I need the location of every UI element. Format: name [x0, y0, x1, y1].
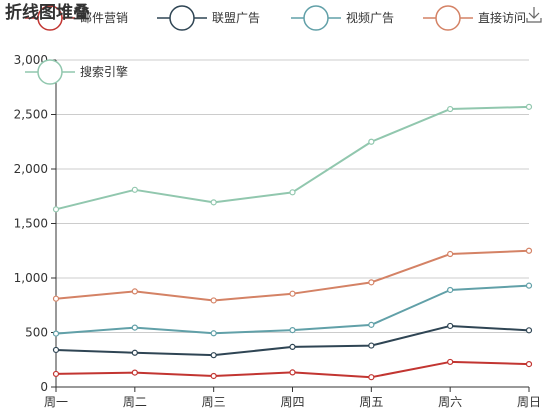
data-point — [131, 186, 138, 193]
data-point — [525, 247, 533, 254]
legend-marker — [169, 5, 195, 31]
y-tick-label: 0 — [40, 380, 48, 394]
legend-marker — [303, 5, 329, 31]
data-point — [52, 346, 60, 354]
legend-label: 直接访问 — [478, 10, 526, 25]
legend-label: 搜索引擎 — [80, 64, 128, 79]
data-point — [210, 297, 217, 304]
data-point — [131, 324, 138, 331]
data-point — [525, 327, 533, 334]
legend-marker — [37, 5, 63, 31]
data-point — [289, 327, 296, 334]
x-tick-label: 周二 — [123, 395, 147, 409]
chart-title: 折线图堆叠 — [5, 2, 90, 23]
data-point — [289, 369, 296, 376]
download-icon[interactable] — [526, 7, 542, 23]
data-point — [368, 321, 375, 328]
data-point — [210, 199, 217, 206]
x-tick-label: 周六 — [438, 395, 462, 409]
data-point — [210, 372, 217, 380]
y-tick-label: 2,000 — [14, 162, 48, 176]
data-point — [131, 349, 138, 356]
series-lines — [52, 103, 533, 381]
x-tick-label: 周五 — [359, 395, 383, 409]
y-tick-label: 1,500 — [14, 217, 48, 231]
x-tick-label: 周日 — [517, 395, 541, 409]
legend-item[interactable]: 直接访问 — [423, 5, 526, 31]
data-point — [525, 361, 533, 368]
data-point — [368, 138, 375, 145]
data-point — [131, 369, 138, 376]
data-point — [289, 290, 296, 297]
data-point — [210, 330, 217, 337]
data-point — [52, 295, 60, 302]
data-point — [52, 370, 60, 378]
legend-label: 视频广告 — [346, 10, 394, 25]
legend-item[interactable]: 邮件营销 — [25, 5, 128, 31]
legend-item[interactable]: 联盟广告 — [157, 5, 260, 31]
data-point — [447, 250, 454, 258]
data-point — [52, 330, 60, 337]
legend-item[interactable]: 搜索引擎 — [25, 59, 128, 85]
legend-marker — [435, 5, 461, 31]
data-point — [447, 322, 454, 330]
data-point — [447, 358, 454, 366]
grid-lines — [56, 59, 529, 333]
axes: 0 500 1,000 1,500 2,000 2,500 3,000 周一 周二 周三 周四 周五 周… — [14, 53, 541, 409]
legend-marker — [37, 59, 63, 85]
data-point — [289, 343, 296, 350]
legend-label: 邮件营销 — [80, 11, 128, 25]
data-point — [525, 103, 533, 110]
data-point — [368, 342, 375, 349]
x-tick-label: 周四 — [280, 395, 304, 409]
data-point — [368, 374, 375, 381]
x-tick-label: 周三 — [202, 395, 226, 409]
y-tick-label: 1,000 — [14, 271, 48, 285]
data-point — [289, 189, 296, 196]
legend-item[interactable]: 视频广告 — [291, 5, 394, 31]
data-point — [210, 352, 217, 359]
x-tick-label: 周一 — [44, 395, 68, 409]
data-point — [368, 279, 375, 286]
data-point — [447, 286, 454, 294]
y-tick-label: 2,500 — [14, 108, 48, 122]
data-point — [52, 206, 60, 213]
legend-label: 联盟广告 — [212, 11, 260, 25]
data-point — [447, 105, 454, 113]
data-point — [525, 282, 533, 289]
y-tick-label: 500 — [25, 326, 48, 340]
data-point — [131, 288, 138, 295]
y-tick-label: 3,000 — [14, 53, 48, 67]
